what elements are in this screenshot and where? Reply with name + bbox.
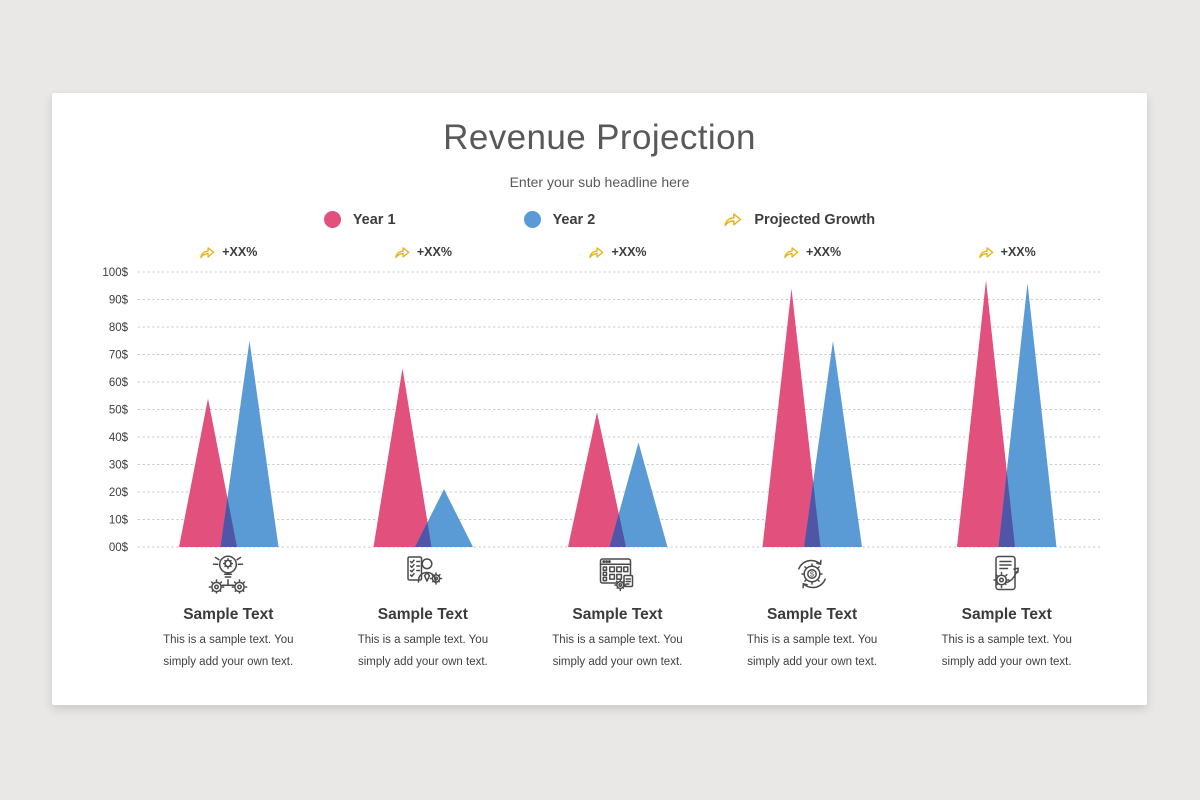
- slide-title: Revenue Projection: [443, 118, 756, 157]
- legend-label-year2: Year 2: [552, 211, 596, 228]
- growth-annotation: +XX%: [131, 242, 326, 262]
- caption-column: Sample Text This is a sample text. You s…: [909, 550, 1104, 673]
- idea-bulb-gears-icon: [204, 550, 252, 598]
- growth-label: +XX%: [222, 245, 258, 259]
- caption-title: Sample Text: [183, 606, 274, 623]
- legend-item-projected-growth: Projected Growth: [723, 211, 875, 228]
- caption-body: This is a sample text. You simply add yo…: [941, 629, 1071, 673]
- y-tick-label: 50$: [109, 405, 129, 417]
- captions-row: Sample Text This is a sample text. You s…: [131, 550, 1104, 673]
- growth-label: +XX%: [611, 245, 647, 259]
- caption-column: Sample Text This is a sample text. You s…: [520, 550, 715, 673]
- caption-body: This is a sample text. You simply add yo…: [747, 629, 877, 673]
- caption-title: Sample Text: [377, 606, 468, 623]
- growth-arrow-icon: [978, 245, 994, 260]
- year1-marker-icon: [323, 211, 341, 228]
- year2-peak: [804, 340, 862, 547]
- year2-peak: [415, 489, 473, 547]
- overlap-region: [804, 481, 821, 547]
- y-tick-label: 100$: [102, 267, 128, 279]
- caption-title: Sample Text: [572, 606, 663, 623]
- caption-body-line: simply add your own text.: [163, 656, 294, 668]
- year1-peak: [179, 398, 237, 547]
- caption-column: $ Sample Text This is a sample text. You…: [715, 550, 910, 673]
- caption-column: Sample Text This is a sample text. You s…: [131, 550, 326, 673]
- year1-peak: [568, 412, 626, 547]
- money-cycle-gear-icon: $: [788, 550, 836, 598]
- growth-arrow-icon: [199, 245, 215, 260]
- caption-body: This is a sample text. You simply add yo…: [552, 629, 682, 673]
- caption-body-line: simply add your own text.: [747, 656, 877, 668]
- overlap-region: [220, 497, 237, 547]
- legend-label-projected-growth: Projected Growth: [754, 211, 876, 228]
- projected-growth-arrow-icon: [723, 211, 742, 228]
- caption-body-line: simply add your own text.: [552, 656, 683, 668]
- year2-peak: [609, 442, 668, 547]
- report-growth-icon: [983, 550, 1031, 598]
- year2-peak: [998, 283, 1057, 547]
- legend-item-year2: Year 2: [523, 211, 596, 228]
- year2-marker-icon: [523, 211, 541, 228]
- chart-legend: Year 1 Year 2 Projected Growth: [52, 211, 1147, 228]
- presentation-slide: Revenue Projection Enter your sub headli…: [52, 93, 1147, 705]
- y-tick-label: 60$: [109, 377, 129, 389]
- caption-body: This is a sample text. You simply add yo…: [358, 629, 488, 673]
- y-tick-label: 30$: [109, 460, 129, 472]
- caption-body-line: This is a sample text. You: [552, 634, 683, 646]
- growth-arrow-icon: [783, 245, 799, 260]
- caption-body-line: This is a sample text. You: [941, 634, 1072, 646]
- y-tick-label: 00$: [109, 542, 129, 554]
- growth-arrow-icon: [588, 245, 604, 260]
- y-tick-label: 20$: [109, 487, 129, 499]
- legend-item-year1: Year 1: [323, 211, 396, 228]
- caption-body-line: This is a sample text. You: [746, 634, 878, 646]
- growth-labels-row: +XX% +XX% +XX% +XX% +XX%: [131, 242, 1104, 262]
- y-tick-label: 80$: [109, 322, 129, 334]
- overlap-region: [609, 513, 626, 547]
- revenue-projection-chart: 100$ 90$ 80$ 70$ 60$ 50$ 40$ 30$ 20$ 10$ 00$: [102, 267, 1102, 554]
- year2-peak: [220, 340, 279, 547]
- overlap-region: [415, 522, 432, 547]
- growth-annotation: +XX%: [520, 242, 715, 262]
- year1-peak: [762, 288, 821, 547]
- legend-label-year1: Year 1: [352, 211, 396, 228]
- y-tick-label: 10$: [109, 515, 129, 527]
- growth-annotation: +XX%: [715, 242, 910, 262]
- caption-body-line: This is a sample text. You: [163, 634, 294, 646]
- dashboard-window-icon: [593, 550, 641, 598]
- growth-label: +XX%: [1000, 245, 1036, 259]
- caption-body-line: This is a sample text. You: [357, 634, 489, 646]
- growth-arrow-icon: [394, 245, 410, 260]
- caption-title: Sample Text: [961, 606, 1052, 623]
- growth-label: +XX%: [416, 245, 452, 259]
- year1-peak: [373, 368, 432, 547]
- growth-label: +XX%: [806, 245, 842, 259]
- year1-peak: [957, 280, 1015, 547]
- caption-body-line: simply add your own text.: [358, 656, 488, 668]
- manager-checklist-icon: [399, 550, 447, 598]
- y-tick-label: 70$: [109, 350, 129, 362]
- svg-text:$: $: [810, 570, 815, 579]
- growth-annotation: +XX%: [909, 242, 1104, 262]
- caption-body-line: simply add your own text.: [941, 656, 1072, 668]
- y-tick-label: 90$: [109, 295, 129, 307]
- overlap-region: [998, 471, 1015, 547]
- caption-title: Sample Text: [767, 606, 858, 623]
- slide-subtitle: Enter your sub headline here: [509, 174, 690, 190]
- y-tick-label: 40$: [109, 432, 129, 444]
- growth-annotation: +XX%: [326, 242, 521, 262]
- caption-column: Sample Text This is a sample text. You s…: [326, 550, 521, 673]
- caption-body: This is a sample text. You simply add yo…: [163, 629, 293, 673]
